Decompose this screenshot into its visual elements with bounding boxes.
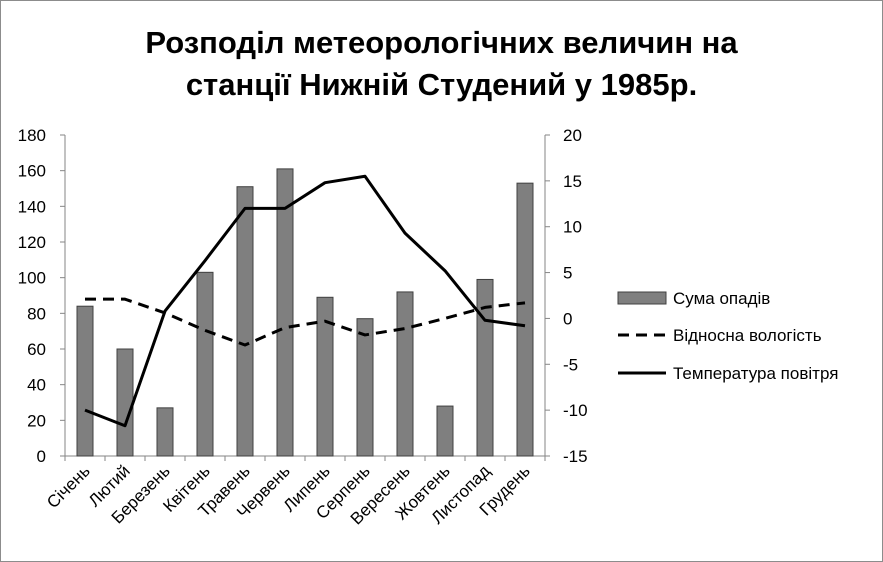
bar-0-3 (196, 271, 214, 457)
legend-label-0: Сума опадів (673, 289, 770, 308)
left-axis-tick-label: 20 (27, 411, 46, 430)
chart-title: Розподіл метеорологічних величин на стан… (0, 22, 883, 106)
series-line-1 (85, 297, 526, 347)
bar-0-2 (156, 407, 174, 457)
legend-label-1: Відносна вологість (673, 326, 822, 345)
bar-0-6 (316, 296, 334, 457)
chart-title-line-2: станції Нижній Студений у 1985р. (185, 67, 698, 102)
left-axis-tick-label: 180 (18, 126, 46, 145)
left-axis-tick-label: 40 (27, 376, 46, 395)
left-axis-tick-label: 80 (27, 304, 46, 323)
right-axis-tick-label: -5 (563, 355, 578, 374)
bar-0-9 (436, 405, 454, 457)
right-axis-tick-label: -10 (563, 401, 588, 420)
series-line-2 (84, 174, 526, 428)
right-axis-tick-label: 0 (563, 309, 572, 328)
right-axis-tick-label: 15 (563, 172, 582, 191)
left-axis-tick-label: 60 (27, 340, 46, 359)
legend-label-2: Температура повітря (673, 364, 838, 383)
left-axis-tick-label: 160 (18, 162, 46, 181)
left-axis-tick-label: 120 (18, 233, 46, 252)
legend-swatch-0 (617, 291, 667, 305)
bar-0-4 (236, 186, 254, 457)
right-axis-tick-label: 5 (563, 264, 572, 283)
chart-title-line-1: Розподіл метеорологічних величин на (145, 25, 738, 60)
bar-0-5 (276, 168, 294, 457)
left-axis-tick-label: 140 (18, 197, 46, 216)
bar-0-1 (116, 348, 134, 457)
bar-0-10 (476, 278, 494, 457)
bar-0-8 (396, 291, 414, 457)
right-axis-tick-label: 20 (563, 126, 582, 145)
x-axis-tick-label: Січень (43, 461, 94, 512)
bar-0-11 (516, 182, 534, 457)
right-axis-tick-label: -15 (563, 447, 588, 466)
bar-0-7 (356, 318, 374, 457)
bar-0-0 (76, 305, 94, 457)
left-axis-tick-label: 0 (37, 447, 46, 466)
right-axis-tick-label: 10 (563, 218, 582, 237)
left-axis-tick-label: 100 (18, 269, 46, 288)
